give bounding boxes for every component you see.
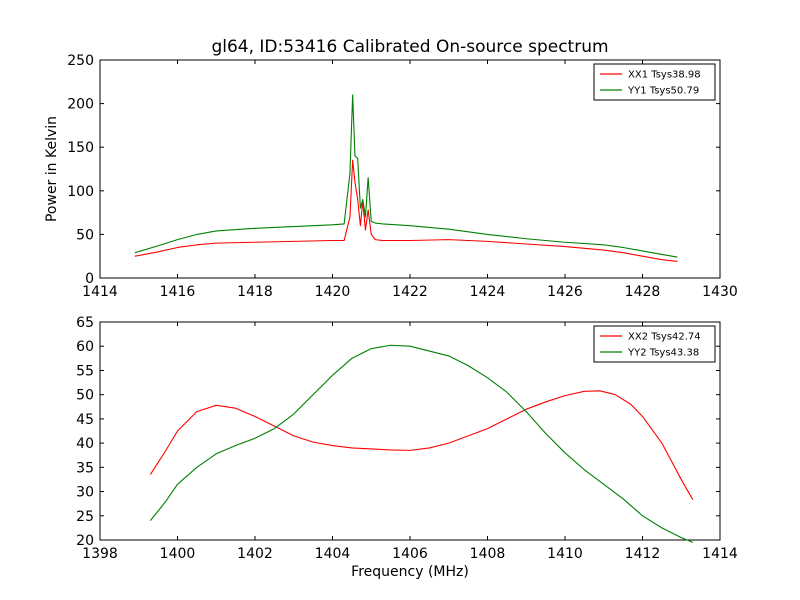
series-line-2: [134, 94, 678, 258]
x-tick-label: 1428: [625, 284, 661, 300]
y-tick-label: 30: [76, 485, 94, 501]
x-tick-label: 1420: [315, 284, 351, 300]
series-line-1: [149, 390, 694, 501]
legend-entry-label: YY1 Tsys50.79: [627, 86, 699, 97]
y-tick-label: 50: [76, 227, 94, 243]
x-tick-label: 1402: [237, 546, 273, 562]
x-tick-label: 1404: [315, 546, 351, 562]
y-tick-label: 100: [67, 184, 94, 200]
y-tick-label: 60: [76, 339, 94, 355]
y-tick-label: 0: [85, 271, 94, 287]
series-line-1: [134, 159, 678, 262]
x-tick-label: 1408: [470, 546, 506, 562]
legend-entry-label: XX2 Tsys42.74: [628, 332, 701, 343]
x-tick-label: 1410: [547, 546, 583, 562]
x-tick-label: 1400: [160, 546, 196, 562]
legend: XX2 Tsys42.74 YY2 Tsys43.38: [593, 325, 716, 363]
y-tick-label: 250: [67, 53, 94, 69]
chart-panel-2: 1398 1400 1402 1404 1406 1408 1410 1412 1414 20 25…: [76, 315, 738, 580]
x-tick-label: 1416: [160, 284, 196, 300]
x-axis-label: Frequency (MHz): [351, 564, 469, 580]
y-axis-label: Power in Kelvin: [44, 116, 60, 222]
y-tick-label: 200: [67, 97, 94, 113]
y-tick-label: 150: [67, 140, 94, 156]
x-tick-label: 1412: [625, 546, 661, 562]
x-tick-label: 1398: [82, 546, 118, 562]
y-tick-label: 50: [76, 388, 94, 404]
x-tick-label: 1430: [702, 284, 738, 300]
y-tick-label: 40: [76, 436, 94, 452]
y-tick-label: 65: [76, 315, 94, 331]
x-tick-label: 1426: [547, 284, 583, 300]
y-tick-label: 35: [76, 460, 94, 476]
legend: XX1 Tsys38.98 YY1 Tsys50.79: [593, 63, 716, 101]
chart-title: gl64, ID:53416 Calibrated On-source spec…: [211, 37, 608, 57]
legend-entry-label: XX1 Tsys38.98: [628, 70, 701, 81]
y-tick-label: 45: [76, 412, 94, 428]
y-tick-label: 25: [76, 509, 94, 525]
x-tick-label: 1424: [470, 284, 506, 300]
legend-box: [593, 63, 716, 101]
x-tick-label: 1418: [237, 284, 273, 300]
x-tick-label: 1414: [82, 284, 118, 300]
x-tick-label: 1422: [392, 284, 428, 300]
x-tick-label: 1414: [702, 546, 738, 562]
y-tick-label: 55: [76, 363, 94, 379]
chart-panel-1: 1414 1416 1418 1420 1422 1424 1426 1428 1430 0 50 1…: [44, 37, 738, 300]
x-tick-label: 1406: [392, 546, 428, 562]
series-line-2: [149, 344, 694, 543]
legend-box: [593, 325, 716, 363]
legend-entry-label: YY2 Tsys43.38: [627, 348, 699, 359]
y-tick-label: 20: [76, 533, 94, 549]
